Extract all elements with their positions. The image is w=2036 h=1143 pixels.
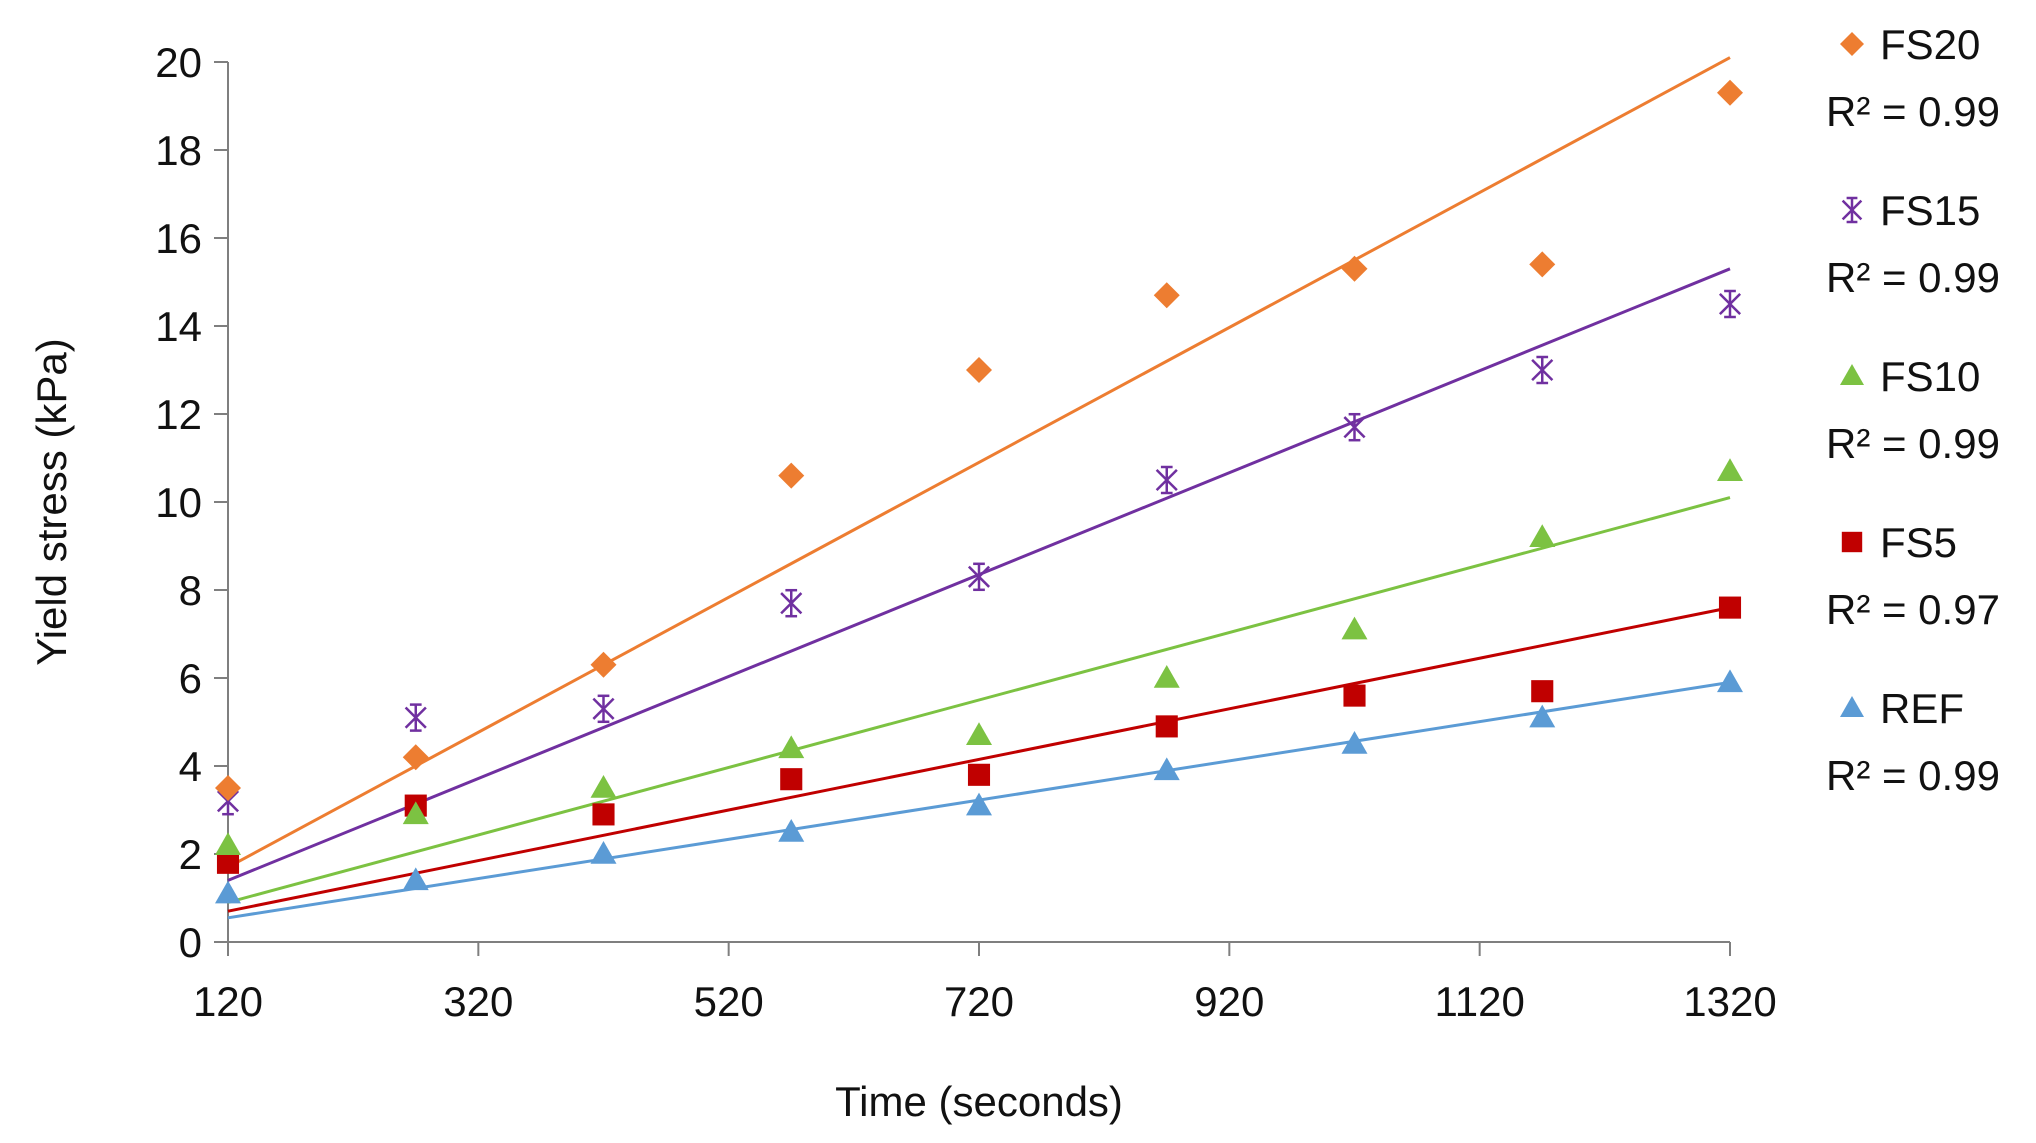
legend-label-ref: REF: [1880, 685, 1964, 732]
y-tick-label: 2: [179, 831, 202, 878]
point-fs10: [402, 801, 429, 825]
y-tick-label: 0: [179, 919, 202, 966]
point-fs20: [1153, 282, 1180, 309]
point-fs10: [215, 832, 241, 855]
y-tick-label: 14: [155, 303, 202, 350]
point-fs10: [966, 722, 992, 745]
point-fs10: [1341, 616, 1368, 640]
point-fs20: [402, 744, 429, 771]
point-fs20: [778, 462, 805, 489]
legend-r2-fs5: R² = 0.97: [1826, 586, 2000, 633]
legend-marker-fs15: [1841, 196, 1863, 224]
point-fs5: [216, 851, 240, 874]
trendline-fs10: [227, 496, 1731, 904]
point-fs15: [1718, 289, 1742, 319]
point-fs10: [590, 775, 617, 798]
x-tick-label: 720: [944, 978, 1014, 1025]
y-tick-label: 20: [155, 39, 202, 86]
point-fs5: [1343, 684, 1366, 707]
point-fs20: [590, 651, 617, 678]
y-tick-label: 4: [179, 743, 202, 790]
data-points: [215, 79, 1743, 904]
y-tick-label: 12: [155, 391, 202, 438]
point-fs20: [1717, 79, 1743, 106]
point-fs20: [1341, 255, 1368, 282]
legend: FS20 R² = 0.99 FS15 R² = 0.99 FS10 R² = 0.99 F…: [1826, 21, 2000, 799]
x-tick-label: 920: [1194, 978, 1264, 1025]
x-ticks: 120 320 520 720 920 1120 1320: [193, 942, 1777, 1025]
legend-r2-ref: R² = 0.99: [1826, 752, 2000, 799]
y-tick-label: 6: [179, 655, 202, 702]
point-fs5: [967, 763, 991, 786]
y-ticks: 0 2 4 6 8 10 12 14 16 18 20: [155, 39, 228, 966]
point-fs15: [1155, 465, 1178, 495]
y-tick-label: 8: [179, 567, 202, 614]
point-ref: [215, 880, 241, 904]
point-fs5: [1531, 680, 1554, 703]
legend-marker-ref: [1840, 696, 1864, 717]
point-fs15: [592, 694, 615, 724]
legend-marker-fs10: [1840, 364, 1864, 385]
point-fs20: [1529, 251, 1556, 278]
point-fs10: [1529, 524, 1556, 547]
legend-r2-fs15: R² = 0.99: [1826, 254, 2000, 301]
point-ref: [1529, 704, 1556, 728]
point-fs10: [1153, 665, 1180, 688]
x-tick-label: 1320: [1683, 978, 1776, 1025]
point-fs15: [780, 588, 803, 618]
point-fs15: [404, 703, 427, 732]
legend-marker-fs5: [1841, 531, 1863, 553]
point-fs5: [1718, 596, 1742, 619]
legend-marker-fs20: [1840, 32, 1864, 56]
point-ref: [1717, 669, 1743, 693]
x-tick-label: 320: [443, 978, 513, 1025]
legend-r2-fs10: R² = 0.99: [1826, 420, 2000, 467]
point-ref: [1153, 757, 1180, 781]
y-tick-label: 18: [155, 127, 202, 174]
y-tick-label: 16: [155, 215, 202, 262]
point-fs5: [780, 768, 803, 791]
point-fs5: [1155, 715, 1178, 738]
point-ref: [778, 819, 805, 842]
x-axis-title: Time (seconds): [835, 1078, 1123, 1125]
legend-label-fs15: FS15: [1880, 187, 1980, 234]
trendlines: [227, 56, 1731, 920]
point-ref: [966, 792, 992, 816]
point-ref: [1341, 731, 1368, 754]
trendline-fs5: [227, 606, 1731, 913]
x-tick-label: 120: [193, 978, 263, 1025]
legend-r2-fs20: R² = 0.99: [1826, 88, 2000, 135]
y-tick-label: 10: [155, 479, 202, 526]
x-tick-label: 1120: [1435, 978, 1525, 1025]
point-fs15: [1531, 355, 1554, 385]
point-ref: [402, 867, 429, 891]
y-axis-title: Yield stress (kPa): [28, 338, 75, 666]
point-fs5: [592, 803, 615, 826]
point-fs10: [778, 735, 805, 759]
point-fs20: [215, 775, 241, 801]
point-fs15: [967, 562, 991, 592]
point-fs10: [1717, 458, 1743, 481]
trendline-fs20: [227, 56, 1731, 869]
legend-label-fs10: FS10: [1880, 353, 1980, 400]
x-tick-label: 520: [694, 978, 764, 1025]
point-ref: [590, 841, 617, 864]
point-fs20: [966, 357, 992, 383]
point-fs15: [1343, 412, 1366, 442]
legend-label-fs20: FS20: [1880, 21, 1980, 68]
legend-label-fs5: FS5: [1880, 519, 1957, 566]
